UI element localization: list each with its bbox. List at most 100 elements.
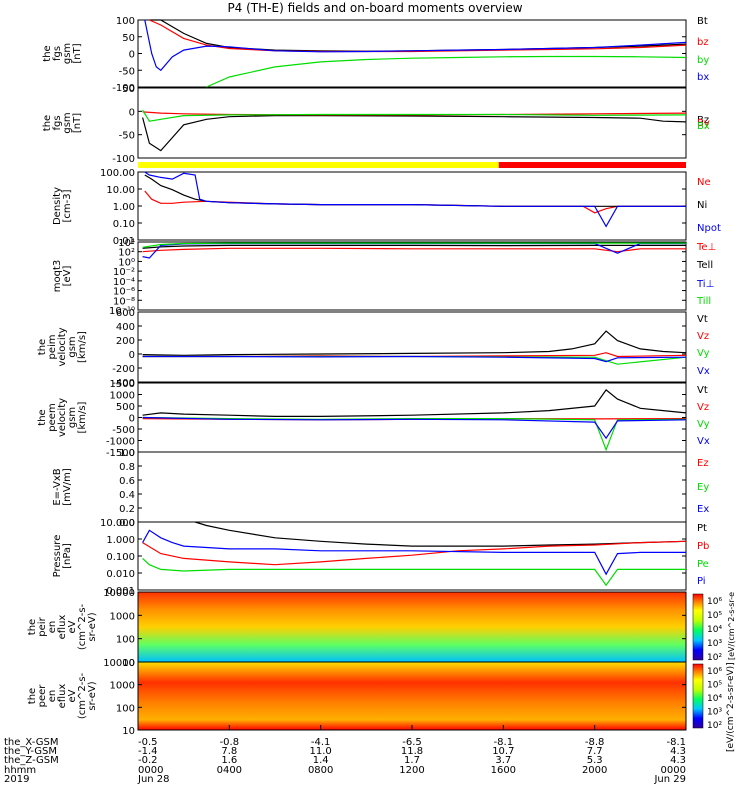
- panel-frame: [137, 241, 687, 311]
- y-tick-label: 10.000: [100, 518, 135, 529]
- y-tick-label: 200: [116, 336, 135, 347]
- x-column-value: -0.8: [220, 737, 240, 748]
- y-tick-label: -500: [112, 425, 135, 436]
- y-tick-label: -50: [119, 131, 135, 142]
- legend-entry: Ez: [697, 458, 709, 469]
- series-line-Bx: [142, 109, 687, 122]
- x-column-value: 7.7: [587, 746, 603, 757]
- y-tick-label: 1000: [110, 681, 135, 692]
- x-column-value: -0.2: [138, 755, 158, 766]
- legend-entry: bz: [697, 37, 709, 48]
- legend-entry: by: [697, 55, 709, 66]
- y-tick-label: 0.6: [119, 476, 135, 487]
- y-axis-label-line: the: [27, 619, 38, 635]
- y-tick-label: 50: [122, 84, 135, 95]
- legend-entry: Vt: [697, 314, 708, 325]
- y-tick-label: 0.010: [106, 569, 135, 580]
- y-tick-label: 1.00: [113, 202, 135, 213]
- plot-title: P4 (TH-E) fields and on-board moments ov…: [227, 1, 523, 15]
- x-column-value: Jun 29: [653, 774, 686, 785]
- y-axis-label-line: en: [47, 690, 58, 703]
- y-tick-label: 10⁻⁴: [113, 277, 135, 288]
- y-tick-label: 0.2: [119, 504, 135, 515]
- y-axis-label-line: gsm: [62, 43, 73, 64]
- x-column-value: 10.7: [492, 746, 514, 757]
- panel-5: 600 400 200 0 -200 -400 thepeimvelocitygsm[km/…: [37, 308, 710, 389]
- series-line-Vy: [142, 416, 687, 452]
- colorbar-tick-label: 10⁶: [707, 597, 722, 607]
- series-line-by: [206, 55, 687, 88]
- legend-entry: Ni: [697, 200, 707, 211]
- y-tick-label: 10⁴: [118, 238, 135, 249]
- y-axis-label-line: [mV/m]: [62, 468, 73, 506]
- x-row-label: 2019: [4, 774, 29, 785]
- series-line-Vy: [142, 355, 687, 365]
- legend-entry: Vx: [697, 366, 710, 377]
- y-axis-label: thefgsgsm[nT]: [42, 43, 83, 64]
- panel-frame: [137, 19, 687, 88]
- y-tick-label: 10: [122, 726, 135, 737]
- legend-entry: Vz: [697, 331, 709, 342]
- x-column-value: 11.8: [401, 746, 423, 757]
- legend-entry: Till: [696, 296, 711, 307]
- y-axis-label-line: [nPa]: [62, 543, 73, 569]
- x-column-value: 11.0: [310, 746, 332, 757]
- legend-entry: Vx: [697, 436, 710, 447]
- y-tick-label: 10⁰: [118, 257, 135, 268]
- y-tick-label: 0.8: [119, 462, 135, 473]
- y-tick-label: 100: [116, 635, 135, 646]
- legend-entry: Vy: [697, 348, 710, 359]
- y-tick-label: -100: [112, 154, 135, 165]
- y-tick-label: 1000: [110, 391, 135, 402]
- y-tick-label: 1000: [110, 611, 135, 622]
- panel-frame: [137, 451, 687, 523]
- y-axis-label-line: eflux: [57, 684, 68, 709]
- legend-entry: Vz: [697, 402, 709, 413]
- spectrogram-image: [138, 662, 686, 730]
- y-axis-label-line: en: [47, 621, 58, 634]
- panel-10: 10⁶ 10⁵ 10⁴ 10³ 10² 10000 1000 100 10 thepeerenef…: [27, 658, 722, 737]
- y-axis-label-line: sr-eV): [87, 681, 98, 710]
- colorbar-tick-label: 10⁴: [707, 694, 722, 704]
- colorbar-unit-label: [eV/(cm^2-s-sr-eV)] (All Qs): [727, 592, 736, 660]
- status-bar-segment: [138, 162, 499, 168]
- y-axis-label-line: E=-VxB: [52, 468, 63, 505]
- series-line-Pi: [142, 529, 686, 576]
- colorbar-tick-label: 10³: [707, 639, 722, 649]
- y-tick-label: -400: [112, 378, 135, 389]
- x-column-value: -4.1: [311, 737, 331, 748]
- legend-entry: By: [697, 118, 710, 129]
- y-axis-label-line: the: [42, 45, 53, 61]
- panel-frame: [137, 87, 687, 159]
- y-tick-label: 600: [116, 308, 135, 319]
- y-axis-label-line: eV: [67, 689, 78, 702]
- y-tick-label: 1.000: [106, 535, 135, 546]
- legend-entry: Ex: [697, 504, 709, 515]
- panel-7: 1.0 0.8 0.6 0.4 0.2 0.0 E=-VxB[mV/m] Ez Ey Ex: [52, 448, 709, 529]
- panel-frame: [137, 311, 687, 383]
- colorbar-tick-label: 10⁴: [707, 625, 722, 635]
- x-row-label: the_Z-GSM: [4, 755, 59, 766]
- y-axis-label-line: (cm^2-s-: [77, 603, 88, 650]
- series-line-Te⊥: [142, 247, 686, 253]
- y-tick-label: 0.01: [113, 236, 135, 247]
- y-axis-label-line: [cm-3]: [62, 189, 73, 222]
- x-column-value: 1.7: [404, 755, 420, 766]
- legend-entry: Bz: [697, 115, 709, 126]
- x-column-value: 1.6: [221, 755, 237, 766]
- y-axis-label-line: [nT]: [72, 113, 83, 133]
- y-tick-label: 10⁻¹⁰: [109, 306, 135, 317]
- y-tick-label: -1000: [106, 437, 135, 448]
- y-tick-label: -200: [112, 364, 135, 375]
- y-tick-label: 10.00: [106, 185, 135, 196]
- y-axis-label-line: Pressure: [52, 535, 63, 578]
- legend-entry: Pt: [697, 523, 707, 534]
- y-axis-label-line: the: [37, 409, 48, 425]
- y-tick-label: 10: [122, 658, 135, 669]
- y-axis-label-line: [km/s]: [77, 401, 88, 433]
- series-line-Bz: [142, 114, 687, 152]
- y-axis-label-line: fgs: [52, 115, 63, 130]
- x-column-value: 0000: [661, 765, 686, 776]
- y-tick-label: -100: [112, 83, 135, 94]
